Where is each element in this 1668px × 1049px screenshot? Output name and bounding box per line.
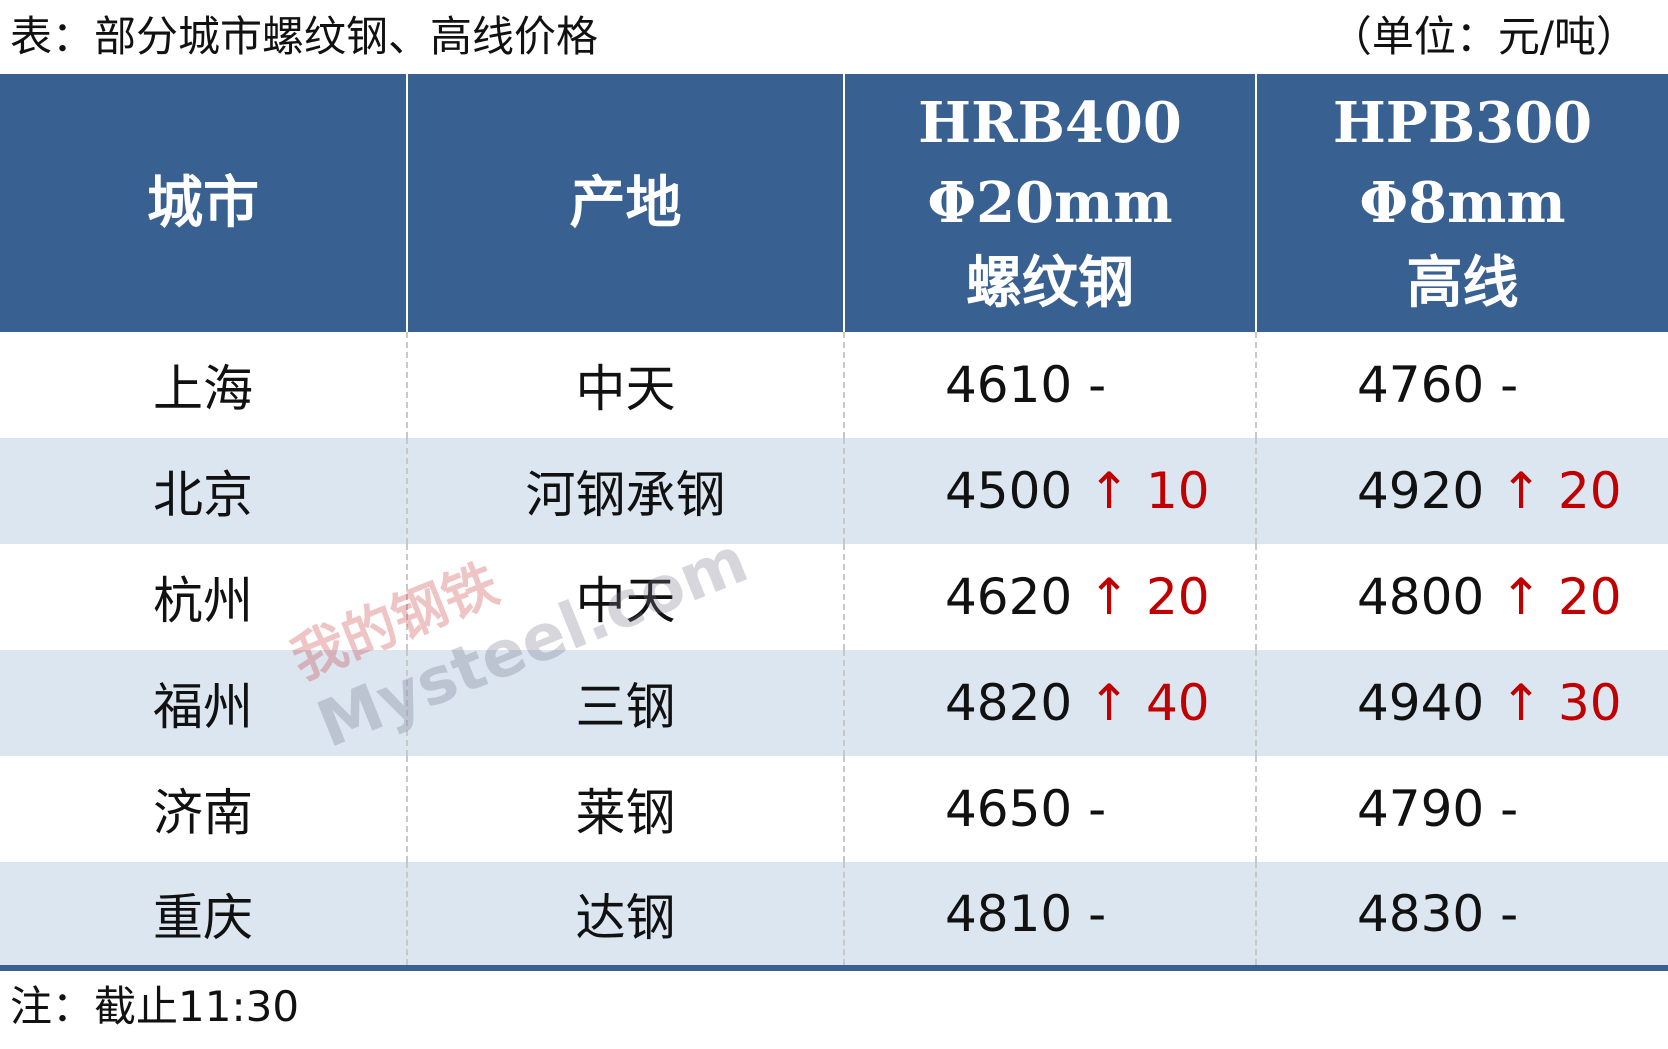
price-change: ↑ 20 xyxy=(1088,568,1210,626)
header-city: 城市 xyxy=(0,74,407,332)
price-value: 4610 xyxy=(945,356,1073,414)
header-rebar-grade: HRB400 xyxy=(918,90,1182,156)
price-value: 4940 xyxy=(1357,674,1485,732)
rebar-price-cell: 4610 - xyxy=(843,332,1256,438)
price-value: 4620 xyxy=(945,568,1073,626)
price-value: 4830 xyxy=(1357,884,1485,943)
rebar-price-cell: 4650 - xyxy=(843,756,1256,862)
table-row: 福州 三钢 4820 ↑ 40 4940 ↑ 30 xyxy=(0,650,1668,756)
origin-name: 三钢 xyxy=(575,678,676,736)
wire-price-cell: 4830 - xyxy=(1255,862,1668,971)
city-name: 杭州 xyxy=(153,572,253,630)
price-change: ↑ 30 xyxy=(1500,674,1622,732)
price-value: 4790 xyxy=(1357,780,1485,838)
table-row: 上海 中天 4610 -4760 - xyxy=(0,332,1668,438)
price-value: 4920 xyxy=(1357,462,1485,520)
city-name: 重庆 xyxy=(153,888,253,947)
price-value: 4650 xyxy=(945,780,1073,838)
price-value: 4810 xyxy=(945,884,1073,943)
city-name: 上海 xyxy=(153,360,253,418)
city-cell: 北京 xyxy=(0,438,407,544)
table-row: 北京 河钢承钢 4500 ↑ 10 4920 ↑ 20 xyxy=(0,438,1668,544)
price-change: ↑ 20 xyxy=(1500,568,1622,626)
origin-name: 河钢承钢 xyxy=(525,466,726,524)
footnote: 注：截止11:30 xyxy=(10,982,300,1031)
origin-cell: 莱钢 xyxy=(406,756,844,862)
header-origin: 产地 xyxy=(406,74,844,332)
price-change: ↑ 40 xyxy=(1088,674,1210,732)
city-cell: 重庆 xyxy=(0,862,407,971)
origin-cell: 河钢承钢 xyxy=(406,438,844,544)
wire-price-cell: 4800 ↑ 20 xyxy=(1255,544,1668,650)
table-title: 表：部分城市螺纹钢、高线价格 xyxy=(10,12,599,61)
header-wire: HPB300 Φ8mm 高线 xyxy=(1255,74,1668,332)
price-value: 4800 xyxy=(1357,568,1485,626)
wire-price-cell: 4760 - xyxy=(1255,332,1668,438)
city-cell: 杭州 xyxy=(0,544,407,650)
origin-name: 达钢 xyxy=(575,888,676,947)
header-rebar: HRB400 Φ20mm 螺纹钢 xyxy=(843,74,1256,332)
rebar-price-cell: 4810 - xyxy=(843,862,1256,971)
header-wire-name: 高线 xyxy=(1406,250,1519,316)
unit-label: （单位：元/吨） xyxy=(1329,12,1638,61)
origin-name: 中天 xyxy=(575,360,676,418)
wire-price-cell: 4790 - xyxy=(1255,756,1668,862)
header-rebar-name: 螺纹钢 xyxy=(966,250,1134,316)
origin-name: 中天 xyxy=(575,572,676,630)
price-change: - xyxy=(1500,356,1519,414)
table-row: 济南 莱钢 4650 -4790 - xyxy=(0,756,1668,862)
city-cell: 上海 xyxy=(0,332,407,438)
city-cell: 济南 xyxy=(0,756,407,862)
price-table: 城市 产地 HRB400 Φ20mm 螺纹钢 HPB300 Φ8mm 高线 上海 中天 46… xyxy=(0,74,1668,971)
origin-name: 莱钢 xyxy=(575,784,676,842)
rebar-price-cell: 4620 ↑ 20 xyxy=(843,544,1256,650)
origin-cell: 中天 xyxy=(406,332,844,438)
origin-cell: 中天 xyxy=(406,544,844,650)
price-change: - xyxy=(1088,780,1107,838)
wire-price-cell: 4940 ↑ 30 xyxy=(1255,650,1668,756)
city-cell: 福州 xyxy=(0,650,407,756)
header-wire-spec: Φ8mm xyxy=(1359,170,1566,236)
price-change: ↑ 10 xyxy=(1088,462,1210,520)
header-wire-grade: HPB300 xyxy=(1332,90,1593,156)
header-row: 城市 产地 HRB400 Φ20mm 螺纹钢 HPB300 Φ8mm 高线 xyxy=(0,74,1668,332)
city-name: 北京 xyxy=(153,466,253,524)
table-row: 重庆 达钢 4810 -4830 - xyxy=(0,862,1668,971)
price-value: 4500 xyxy=(945,462,1073,520)
wire-price-cell: 4920 ↑ 20 xyxy=(1255,438,1668,544)
price-change: - xyxy=(1088,884,1107,943)
rebar-price-cell: 4820 ↑ 40 xyxy=(843,650,1256,756)
origin-cell: 三钢 xyxy=(406,650,844,756)
header-rebar-spec: Φ20mm xyxy=(927,170,1173,236)
city-name: 福州 xyxy=(153,678,253,736)
city-name: 济南 xyxy=(153,784,253,842)
price-change: - xyxy=(1088,356,1107,414)
origin-cell: 达钢 xyxy=(406,862,844,971)
price-value: 4760 xyxy=(1357,356,1485,414)
rebar-price-cell: 4500 ↑ 10 xyxy=(843,438,1256,544)
table-row: 杭州 中天 4620 ↑ 20 4800 ↑ 20 xyxy=(0,544,1668,650)
price-change: ↑ 20 xyxy=(1500,462,1622,520)
price-value: 4820 xyxy=(945,674,1073,732)
price-change: - xyxy=(1500,884,1519,943)
price-change: - xyxy=(1500,780,1519,838)
